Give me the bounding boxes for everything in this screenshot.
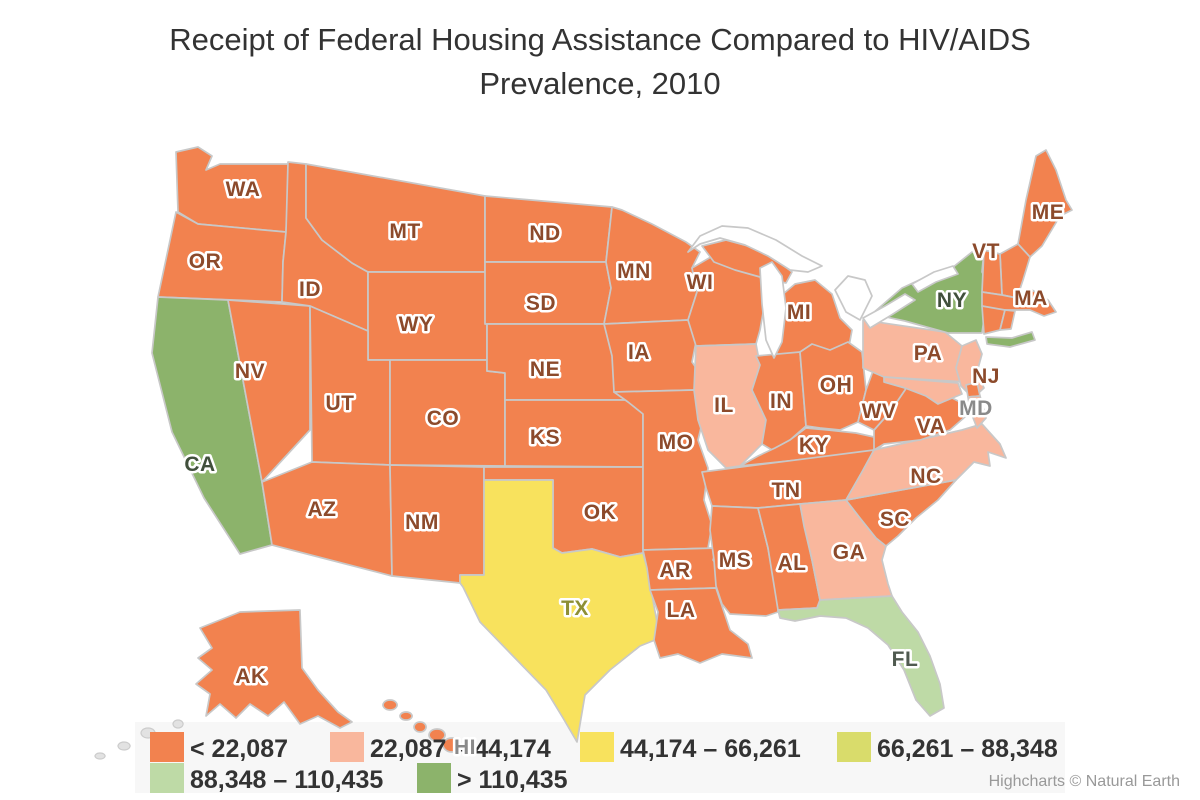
state-label-wa: WA: [226, 178, 261, 201]
lake-3: [862, 293, 916, 329]
state-label-in: IN: [770, 390, 792, 413]
state-label-al: AL: [778, 552, 807, 575]
state-hi[interactable]: [382, 699, 462, 753]
state-label-ia: IA: [628, 341, 650, 364]
state-label-az: AZ: [308, 498, 337, 521]
state-label-ut: UT: [326, 392, 355, 415]
state-label-vt: VT: [972, 240, 1000, 263]
state-az[interactable]: [261, 461, 393, 577]
state-label-fl: FL: [892, 648, 919, 671]
state-label-ms: MS: [719, 549, 752, 572]
legend-swatch-0[interactable]: [150, 732, 184, 762]
state-label-nm: NM: [405, 511, 439, 534]
state-label-ma: MA: [1014, 287, 1048, 310]
state-nyli[interactable]: [985, 331, 1036, 348]
legend-label-4[interactable]: 88,348 – 110,435: [190, 766, 383, 794]
state-mde[interactable]: [967, 395, 987, 429]
state-label-sc: SC: [880, 508, 910, 531]
state-nv[interactable]: [227, 299, 311, 483]
state-label-nv: NV: [235, 360, 265, 383]
lake-0: [687, 225, 823, 273]
state-label-ks: KS: [530, 426, 560, 449]
state-la[interactable]: [649, 587, 753, 664]
state-label-hi: HI: [454, 736, 476, 759]
state-label-nc: NC: [910, 465, 941, 488]
legend-swatch-3[interactable]: [837, 732, 871, 762]
state-label-pa: PA: [914, 342, 943, 365]
state-label-tn: TN: [772, 479, 801, 502]
state-ks[interactable]: [504, 399, 652, 468]
lake-1: [759, 261, 787, 359]
state-label-wi: WI: [687, 271, 714, 294]
state-label-ne: NE: [530, 358, 560, 381]
state-label-md: MD: [959, 397, 993, 420]
state-label-mn: MN: [617, 260, 651, 283]
legend-swatch-2[interactable]: [580, 732, 614, 762]
lakes-layer: [687, 225, 959, 359]
state-label-mi: MI: [787, 301, 811, 324]
legend-label-5[interactable]: > 110,435: [457, 766, 568, 794]
state-label-mt: MT: [389, 220, 420, 243]
state-label-tx: TX: [561, 597, 589, 620]
chart-title-line2: Prevalence, 2010: [479, 66, 720, 101]
state-md[interactable]: [883, 376, 963, 405]
credit-link[interactable]: Highcharts © Natural Earth: [989, 773, 1180, 790]
state-label-me: ME: [1032, 201, 1065, 224]
state-label-id: ID: [299, 278, 321, 301]
state-label-ok: OK: [584, 501, 617, 524]
state-label-ar: AR: [659, 559, 690, 582]
state-label-co: CO: [427, 407, 460, 430]
state-label-mo: MO: [659, 431, 694, 454]
state-label-or: OR: [189, 250, 222, 273]
chart-title-line1: Receipt of Federal Housing Assistance Co…: [169, 22, 1031, 57]
state-label-oh: OH: [820, 374, 853, 397]
legend-label-2[interactable]: 44,174 – 66,261: [620, 735, 801, 763]
state-label-ny: NY: [937, 289, 967, 312]
state-label-il: IL: [714, 394, 734, 417]
state-sc[interactable]: [845, 479, 957, 547]
legend-swatch-4[interactable]: [150, 763, 184, 793]
legend: < 22,087 22,087 – 44,174 44,174 – 66,261 66…: [150, 732, 1058, 794]
state-label-ca: CA: [184, 453, 215, 476]
state-ak[interactable]: [195, 609, 353, 729]
state-label-ky: KY: [799, 434, 829, 457]
aleutian-islands: [94, 719, 184, 760]
state-label-ak: AK: [235, 665, 266, 688]
state-label-nd: ND: [529, 222, 560, 245]
legend-label-1[interactable]: 22,087 – 44,174: [370, 735, 551, 763]
legend-swatch-5[interactable]: [417, 763, 451, 793]
state-labels-layer: WA OR CA NV ID MT WY UT CO AZ NM ND SD NE KS OK TX MN IA MO…: [182, 176, 1066, 762]
lake-4: [911, 265, 959, 293]
state-label-va: VA: [917, 415, 946, 438]
state-label-nj: NJ: [972, 365, 1000, 388]
state-me[interactable]: [1017, 149, 1073, 258]
state-ia[interactable]: [603, 319, 703, 393]
state-label-wy: WY: [399, 313, 434, 336]
state-ri[interactable]: [999, 309, 1016, 331]
state-label-ga: GA: [833, 541, 866, 564]
state-tx[interactable]: [459, 479, 661, 743]
state-label-la: LA: [667, 599, 696, 622]
state-fl[interactable]: [777, 595, 945, 717]
legend-swatch-1[interactable]: [330, 732, 364, 762]
legend-label-0[interactable]: < 22,087: [190, 735, 288, 763]
map-layer: [94, 146, 1073, 760]
legend-label-3[interactable]: 66,261 – 88,348: [877, 735, 1058, 763]
state-label-sd: SD: [526, 292, 556, 315]
lake-2: [834, 275, 873, 321]
state-label-wv: WV: [862, 400, 897, 423]
